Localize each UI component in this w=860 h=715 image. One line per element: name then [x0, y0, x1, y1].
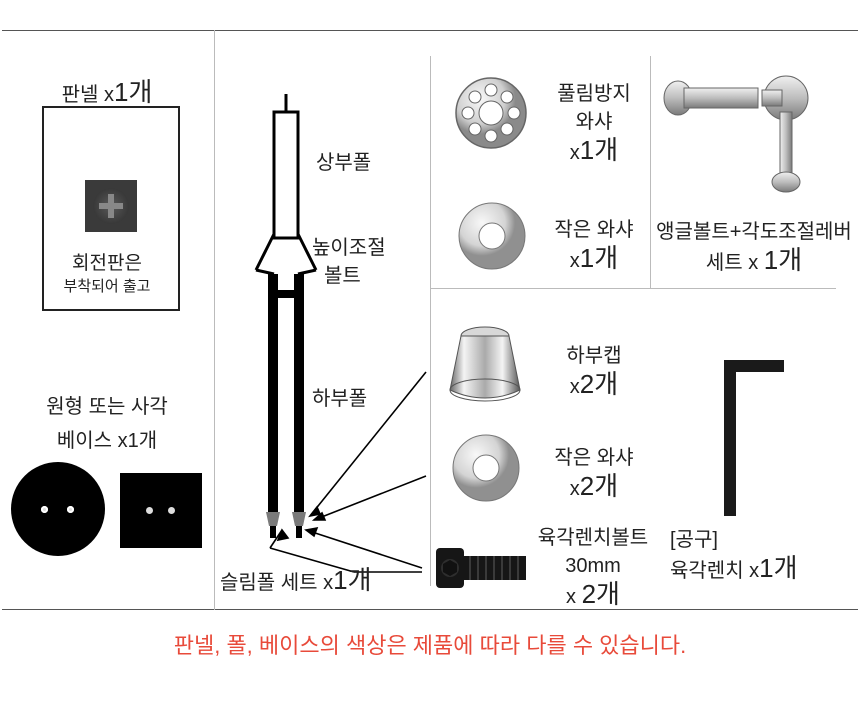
small-washer-2-icon — [450, 432, 522, 504]
antiloose-washer-l2: 와샤 — [576, 111, 613, 133]
rotator-plate-icon — [85, 180, 137, 232]
angle-bolt-l1: 앵글볼트+각도조절레버 — [656, 221, 852, 243]
small-washer-1-qp: x — [570, 250, 580, 272]
hex-wrench-l2p: 육각렌치 x — [670, 560, 759, 582]
small-washer-1-icon — [456, 200, 528, 272]
height-bolt-label: 높이조절 볼트 — [312, 234, 386, 290]
rotator-plate-inner-icon — [93, 188, 129, 224]
bottom-pole-label: 하부폴 — [312, 382, 367, 411]
base-label-line2-prefix: 베이스 x — [57, 430, 128, 452]
antiloose-washer-qp: x — [570, 142, 580, 164]
antiloose-washer-icon — [454, 76, 528, 150]
angle-bolt-label: 앵글볼트+각도조절레버 세트 x 1개 — [652, 218, 856, 277]
pole-set-qty: 1개 — [333, 565, 371, 595]
height-bolt-label-l2: 볼트 — [312, 265, 361, 287]
square-base-icon — [120, 473, 202, 548]
round-base-icon — [11, 462, 105, 556]
rotator-sublabel: 부착되어 출고 — [0, 275, 214, 296]
panel-label: 판넬 x1개 — [0, 72, 214, 109]
base-label: 원형 또는 사각 베이스 x1개 — [0, 390, 214, 458]
small-washer-2-l1: 작은 와샤 — [554, 447, 633, 469]
footer-note: 판넬, 폴, 베이스의 색상은 제품에 따라 다를 수 있습니다. — [0, 628, 860, 660]
antiloose-washer-qty: 1개 — [580, 135, 618, 165]
vertical-divider-3 — [650, 56, 651, 288]
pole-set-label: 슬림폴 세트 x1개 — [220, 560, 372, 597]
base-qty: 1개 — [128, 430, 158, 452]
top-pole-label: 상부폴 — [316, 146, 371, 175]
panel-label-prefix: 판넬 x — [62, 84, 114, 106]
small-washer-2-qty: 2개 — [580, 471, 618, 501]
small-washer-1-label: 작은 와샤 x1개 — [544, 216, 644, 275]
height-bolt-label-l1: 높이조절 — [312, 237, 386, 259]
bottom-cap-qp: x — [570, 376, 580, 398]
hex-bolt-l2: 30mm — [565, 555, 621, 577]
hex-wrench-l1: [공구] — [670, 529, 718, 551]
angle-bolt-set-icon — [662, 72, 838, 202]
hex-bolt-icon — [432, 540, 532, 596]
base-label-line1: 원형 또는 사각 — [46, 396, 168, 418]
hex-bolt-qp: x — [566, 586, 582, 608]
small-washer-1-l1: 작은 와샤 — [554, 219, 633, 241]
hex-wrench-qty: 1개 — [759, 553, 797, 583]
slim-pole-diagram — [214, 56, 430, 604]
bottom-cap-qty: 2개 — [580, 369, 618, 399]
horizontal-divider-1 — [430, 288, 836, 289]
hex-bolt-label: 육각렌치볼트 30mm x 2개 — [528, 524, 658, 611]
small-washer-1-qty: 1개 — [580, 243, 618, 273]
angle-bolt-l2p: 세트 x — [706, 252, 764, 274]
panel-qty: 1개 — [114, 77, 152, 107]
antiloose-washer-l1: 풀림방지 — [557, 83, 631, 105]
rotator-label: 회전판은 — [0, 248, 214, 275]
bottom-cap-icon — [442, 322, 528, 408]
vertical-divider-2 — [430, 56, 431, 586]
hex-bolt-qty: 2개 — [582, 579, 620, 609]
hex-bolt-l1: 육각렌치볼트 — [538, 527, 648, 549]
hex-wrench-icon — [714, 352, 794, 522]
small-washer-2-qp: x — [570, 478, 580, 500]
pole-set-prefix: 슬림폴 세트 x — [220, 572, 333, 594]
small-washer-2-label: 작은 와샤 x2개 — [544, 444, 644, 503]
hex-wrench-label: [공구] 육각렌치 x1개 — [670, 526, 850, 585]
bottom-cap-l1: 하부캡 — [566, 345, 621, 367]
angle-bolt-qty: 1개 — [764, 245, 802, 275]
bottom-cap-label: 하부캡 x2개 — [546, 342, 642, 401]
antiloose-washer-label: 풀림방지 와샤 x1개 — [544, 80, 644, 167]
